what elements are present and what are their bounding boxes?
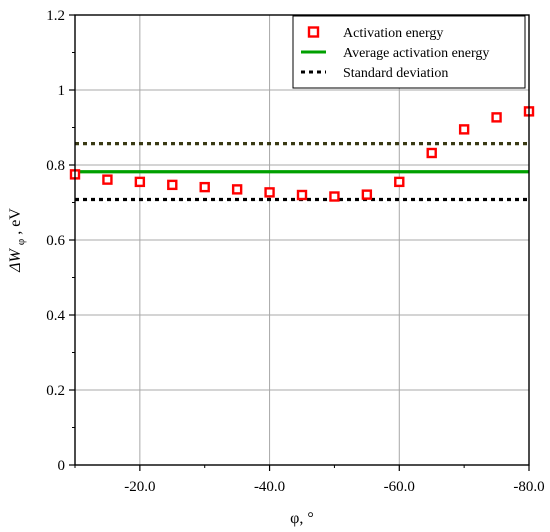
legend: Activation energy Average activation ener…	[292, 15, 526, 89]
legend-box	[292, 15, 526, 89]
y-tick-label: 0.4	[46, 308, 65, 324]
legend-label: Activation energy	[343, 26, 443, 41]
y-axis-title-sub: φ	[15, 239, 27, 245]
legend-items: Activation energy Average activation ener…	[301, 26, 489, 81]
y-tick-label: 1.2	[46, 8, 65, 24]
legend-label: Average activation energy	[343, 46, 489, 61]
activation-energy-marker	[394, 176, 405, 188]
svg-text:ΔW φ , eV: ΔW φ , eV	[7, 208, 28, 273]
x-tick-label: -80.0	[513, 479, 544, 495]
legend-label: Standard deviation	[343, 66, 448, 81]
grid-layer	[75, 15, 529, 465]
activation-energy-marker	[458, 124, 470, 135]
x-axis-title: φ, °	[290, 510, 314, 527]
x-tick-label: -40.0	[254, 479, 285, 495]
y-tick-label: 0.6	[46, 233, 65, 249]
activation-energy-marker	[329, 191, 340, 202]
y-tick-label: 0.2	[46, 383, 65, 399]
activation-energy-marker	[167, 179, 178, 191]
axis-ticks	[69, 14, 530, 471]
activation-energy-marker	[361, 189, 373, 200]
activation-energy-marker	[102, 174, 113, 185]
y-tick-label: 0	[58, 458, 66, 474]
x-tick-label: -60.0	[384, 479, 415, 495]
y-axis-title: ΔW φ , eV	[7, 208, 28, 273]
x-tick-label: -20.0	[124, 479, 155, 495]
tick-labels: 0 0.2 0.4 0.6 0.8 1 1.2 -20.0 -40.0 -60.0 -80.0	[46, 8, 544, 495]
legend-marker-activation-energy	[307, 26, 320, 38]
activation-energy-marker	[296, 189, 308, 201]
y-tick-label: 1	[58, 83, 66, 99]
activation-energy-marker	[264, 187, 275, 198]
activation-energy-marker	[231, 184, 243, 195]
activation-energy-marker	[491, 112, 502, 123]
activation-energy-marker	[134, 176, 146, 188]
y-axis-title-main: ΔW	[7, 247, 24, 272]
activation-energy-marker	[199, 181, 210, 193]
activation-energy-marker	[426, 147, 437, 159]
y-axis-title-suffix: , eV	[7, 208, 24, 235]
y-tick-label: 0.8	[46, 158, 65, 174]
